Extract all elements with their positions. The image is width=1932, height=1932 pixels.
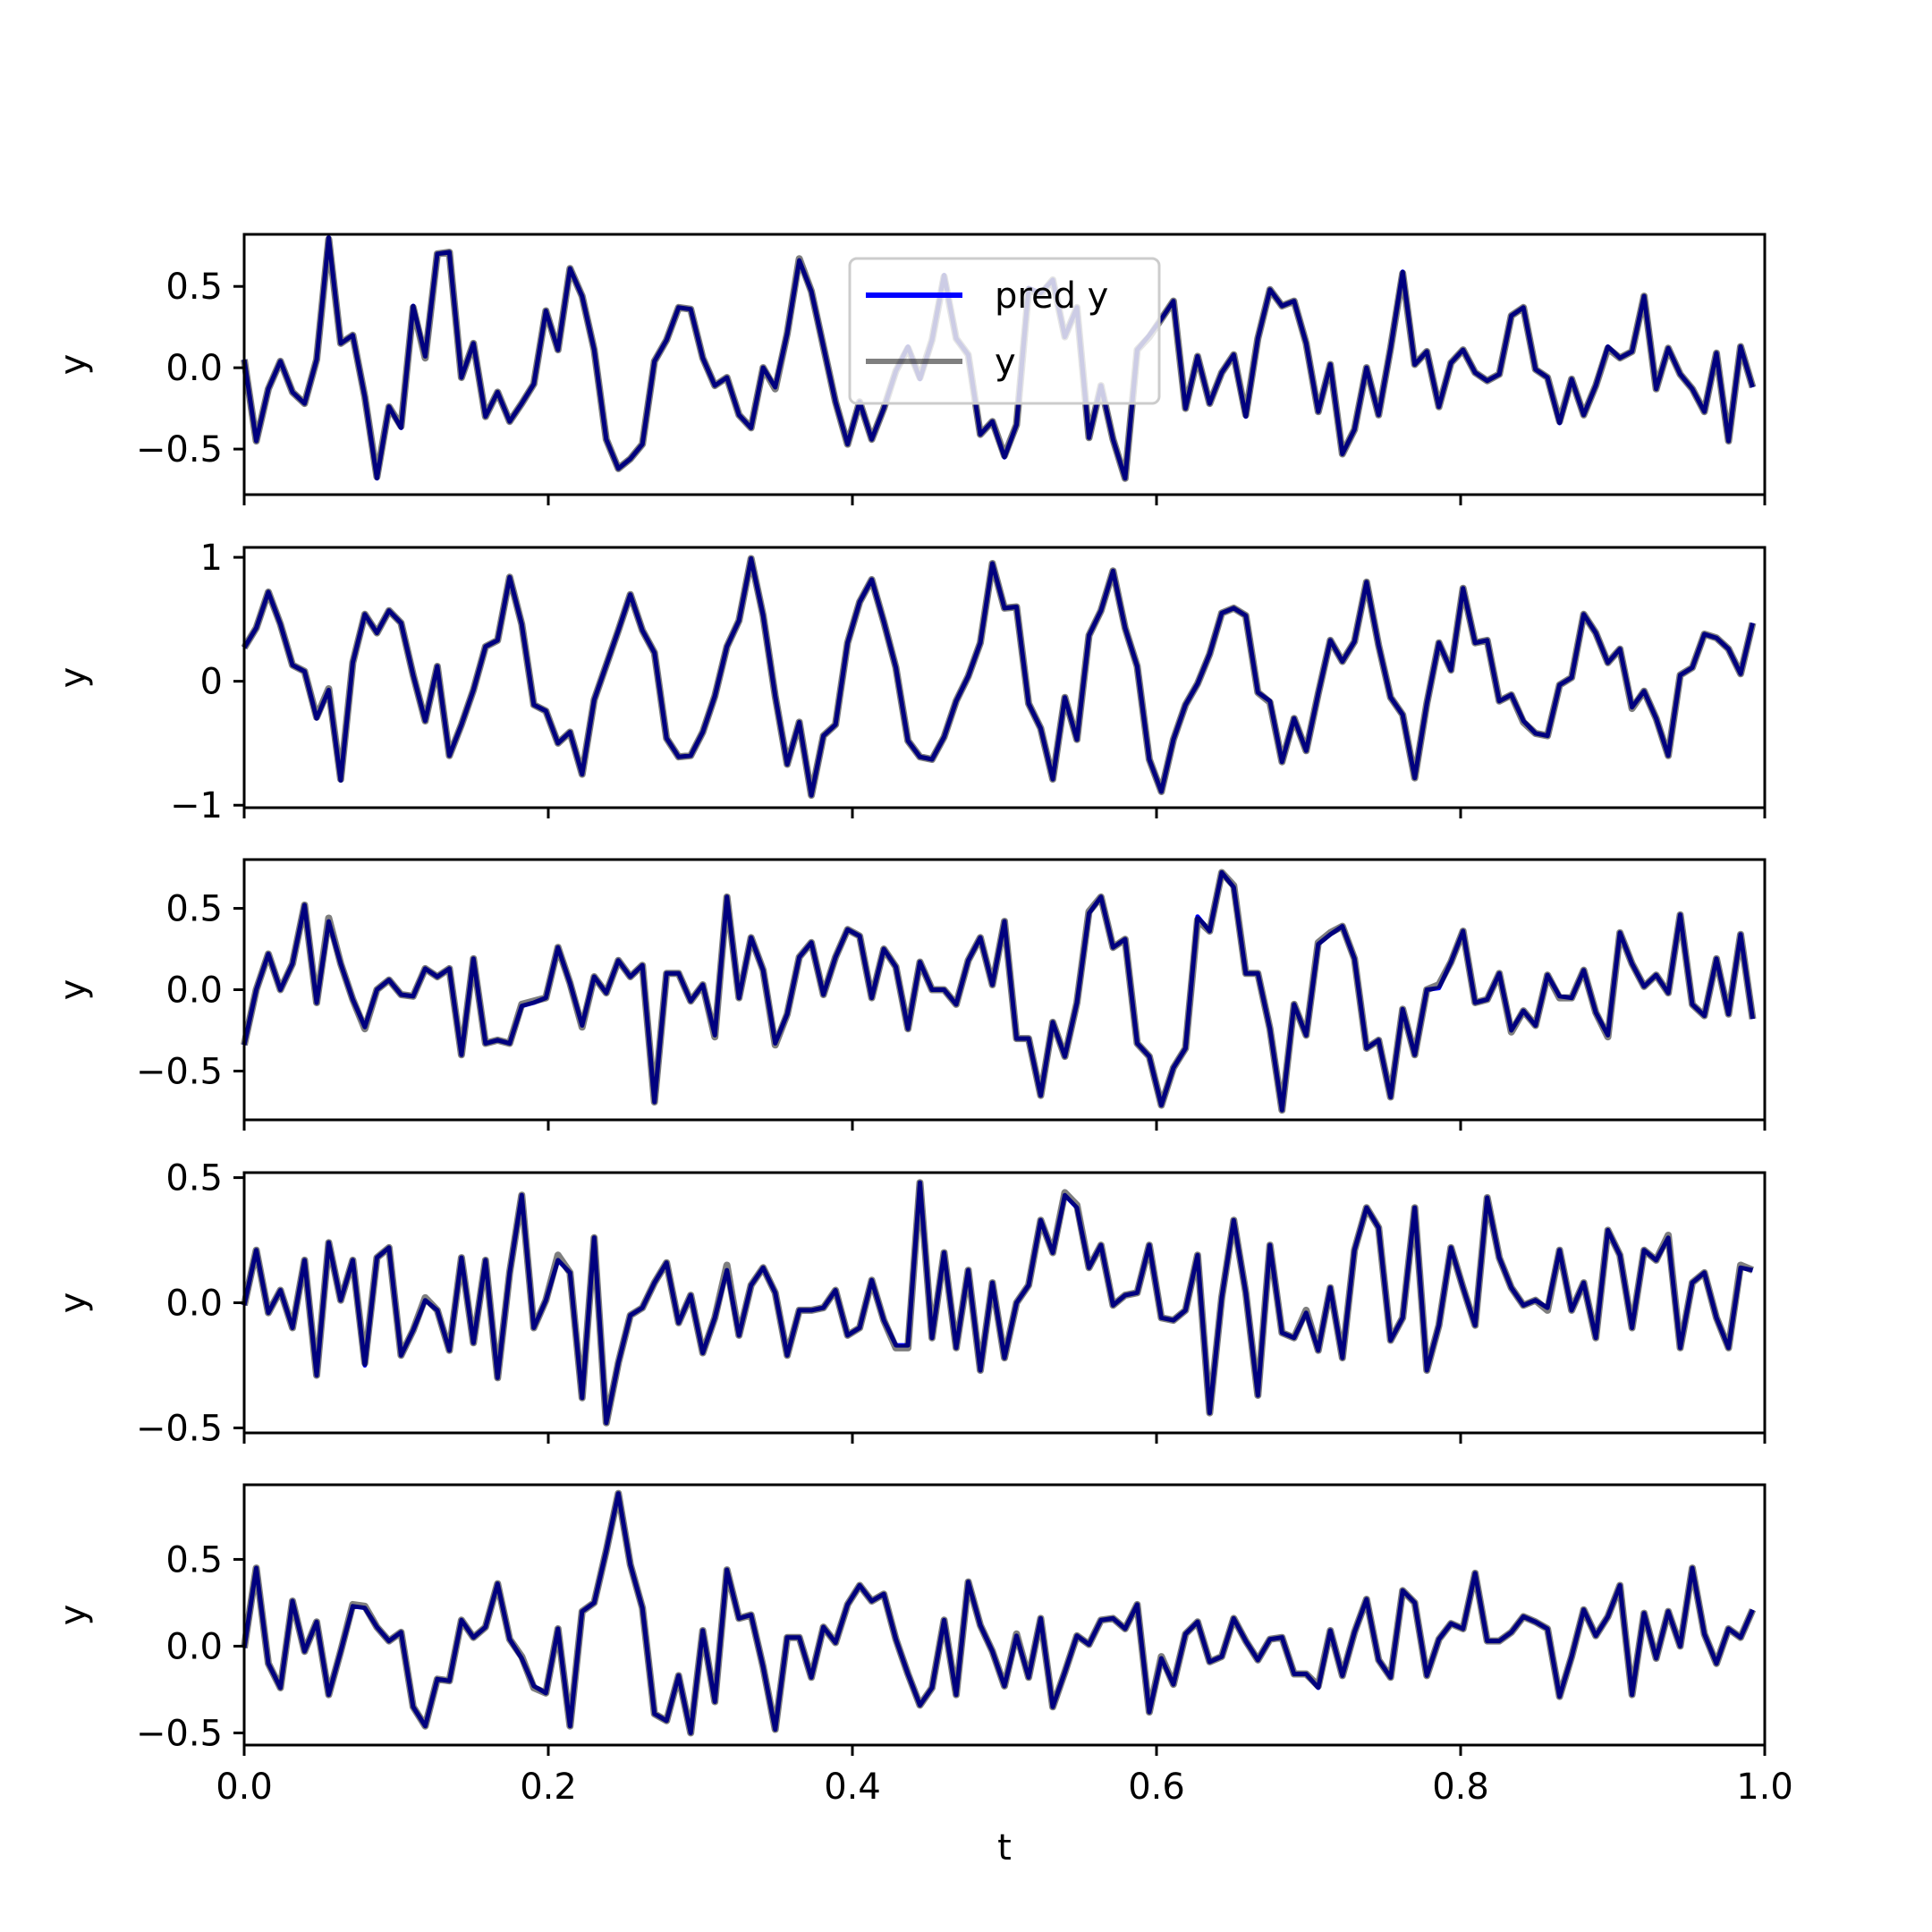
legend-label-y: y	[995, 342, 1016, 383]
y-tick-label: 0.5	[165, 1539, 223, 1580]
subplots: −0.50.00.5y−101y−0.50.00.5y−0.50.00.5y−0…	[53, 233, 1793, 1868]
legend-label-pred-y: pred y	[995, 275, 1108, 317]
series-line-y	[241, 869, 1757, 1114]
x-axis-label: t	[997, 1827, 1012, 1868]
y-tick-label: −0.5	[136, 429, 223, 470]
y-tick-label: 1	[200, 538, 223, 579]
y-tick-label: −0.5	[136, 1408, 223, 1449]
y-axis-label: y	[53, 1292, 94, 1314]
y-tick-label: 0.5	[165, 267, 223, 308]
series-line-y	[241, 1489, 1757, 1737]
subplot-3: −0.5 0.0 0.5 y	[53, 858, 1767, 1131]
axes-frame	[242, 233, 1767, 496]
y-tick-label: −1	[170, 785, 223, 826]
y-tick-label: 0.5	[165, 1158, 223, 1199]
y-tick-label: −0.5	[136, 1713, 223, 1754]
subplot-4: −0.5 0.0 0.5 y	[53, 1158, 1767, 1449]
series-line-y	[241, 555, 1757, 800]
y-axis-label: y	[53, 667, 94, 689]
y-tick-label: 0.0	[165, 1284, 223, 1325]
y-tick-label: 0	[200, 662, 223, 703]
axes-frame	[242, 1483, 1767, 1747]
y-tick-label: 0.0	[165, 1626, 223, 1667]
x-tick-label: 0.8	[1432, 1767, 1489, 1808]
subplot-1: −0.5 0.0 0.5 y	[53, 233, 1767, 505]
series-line-y	[241, 235, 1757, 482]
y-tick-label: −0.5	[136, 1051, 223, 1092]
y-tick-label: 0.5	[165, 889, 223, 930]
y-tick-label: 0.0	[165, 348, 223, 389]
subplot-2: −1 0 1 y	[53, 538, 1767, 826]
y-tick-label: 0.0	[165, 970, 223, 1012]
y-axis-label: y	[53, 354, 94, 376]
x-tick-label: 0.2	[520, 1767, 577, 1808]
legend: pred y y	[848, 257, 1161, 405]
subplot-5: −0.5 0.0 0.5 0.0 0.2 0.4 0.6 0.8 1.0 y t	[53, 1483, 1793, 1868]
axes-frame	[242, 546, 1767, 809]
x-tick-label: 1.0	[1736, 1767, 1793, 1808]
x-tick-label: 0.6	[1128, 1767, 1185, 1808]
x-tick-label: 0.0	[216, 1767, 273, 1808]
x-tick-label: 0.4	[824, 1767, 881, 1808]
series-line-y	[241, 1179, 1755, 1427]
y-axis-label: y	[53, 979, 94, 1001]
y-axis-label: y	[53, 1605, 94, 1626]
